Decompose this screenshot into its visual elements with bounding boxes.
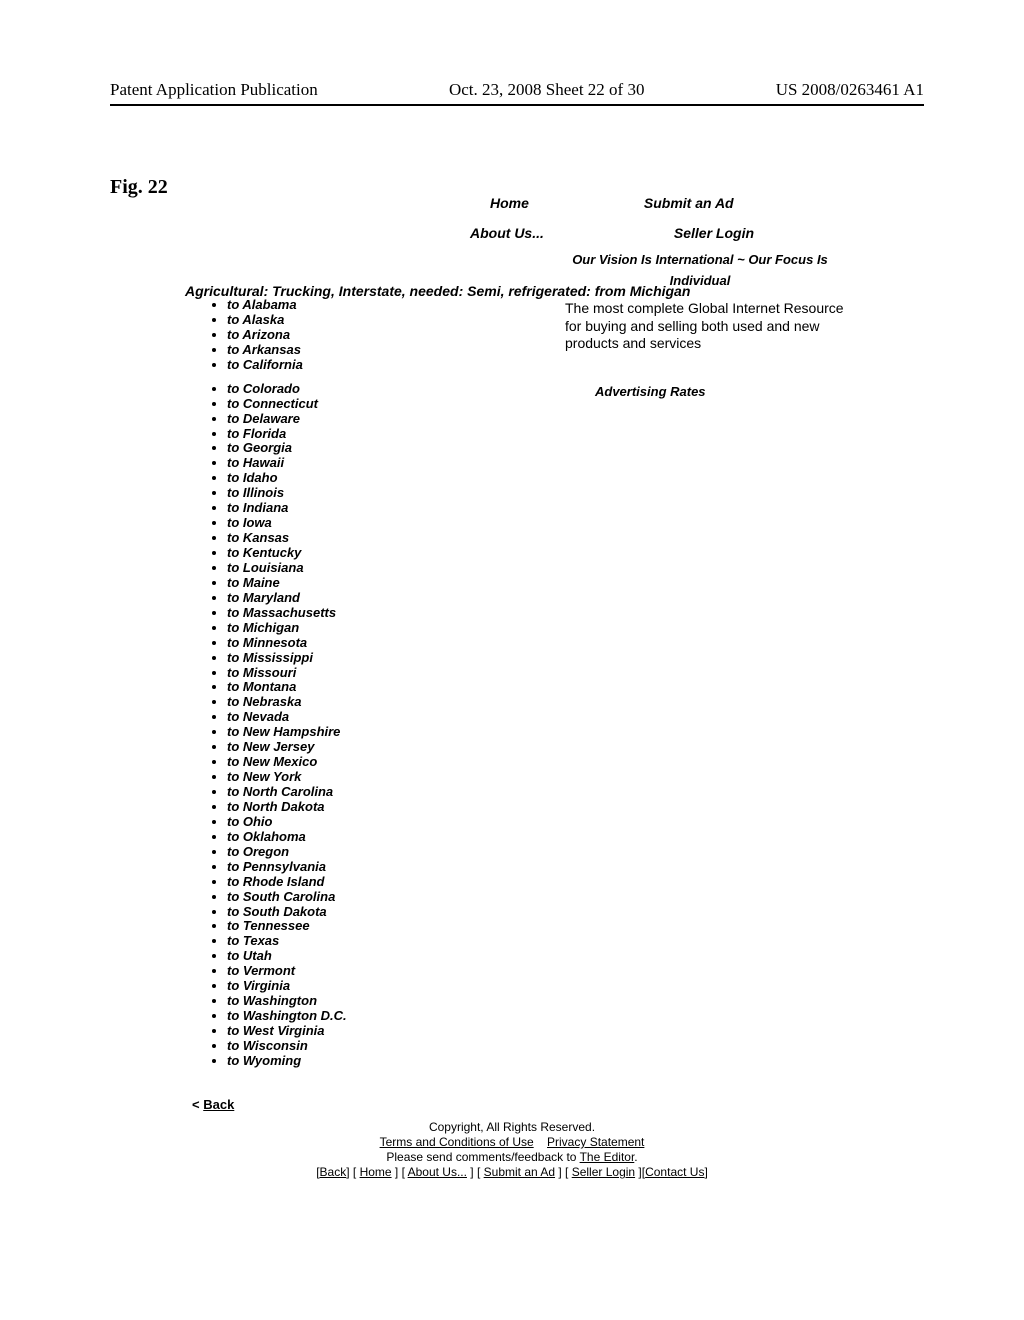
state-list-item[interactable]: to North Dakota [227, 800, 347, 815]
footer-nav-links: [Back] [ Home ] [ About Us... ] [ Submit… [0, 1165, 1024, 1180]
header-patent-number: US 2008/0263461 A1 [776, 80, 924, 100]
state-list-item[interactable]: to Missouri [227, 666, 347, 681]
nav-submit-ad[interactable]: Submit an Ad [644, 195, 734, 211]
state-list-item[interactable]: to Pennsylvania [227, 860, 347, 875]
state-list-item[interactable]: to Colorado [227, 382, 347, 397]
footer-about-link[interactable]: About Us... [408, 1165, 467, 1179]
nav-about-us[interactable]: About Us... [470, 225, 544, 241]
state-list-item[interactable]: to Virginia [227, 979, 347, 994]
state-list-item[interactable]: to Illinois [227, 486, 347, 501]
state-list-item[interactable]: to Wyoming [227, 1054, 347, 1069]
state-list-item[interactable]: to Georgia [227, 441, 347, 456]
nav-top-row: Home Submit an Ad [490, 195, 734, 211]
state-list-item[interactable]: to Wisconsin [227, 1039, 347, 1054]
state-list-item[interactable]: to Texas [227, 934, 347, 949]
state-list-item[interactable]: to Oregon [227, 845, 347, 860]
state-list-item[interactable]: to Delaware [227, 412, 347, 427]
state-list-item[interactable]: to Nevada [227, 710, 347, 725]
header-publication: Patent Application Publication [110, 80, 318, 100]
state-destination-list: to Alabamato Alaskato Arizonato Arkansas… [205, 298, 347, 1069]
state-list-item[interactable]: to Kansas [227, 531, 347, 546]
state-list-item[interactable]: to Rhode Island [227, 875, 347, 890]
state-list-item[interactable]: to North Carolina [227, 785, 347, 800]
nav-second-row: About Us... Seller Login [470, 225, 754, 241]
state-list-item[interactable]: to Nebraska [227, 695, 347, 710]
state-list-item[interactable]: to Iowa [227, 516, 347, 531]
state-list-item[interactable]: to South Carolina [227, 890, 347, 905]
state-list-item[interactable]: to New Jersey [227, 740, 347, 755]
state-list-item[interactable]: to Ohio [227, 815, 347, 830]
state-list-item[interactable]: to Arkansas [227, 343, 347, 358]
chevron-left-icon: < [192, 1097, 200, 1112]
state-list-item[interactable]: to Connecticut [227, 397, 347, 412]
tagline-line1: Our Vision Is International ~ Our Focus … [572, 252, 828, 267]
state-list-item[interactable]: to Vermont [227, 964, 347, 979]
state-list-item[interactable]: to Arizona [227, 328, 347, 343]
state-list-item[interactable]: to Alaska [227, 313, 347, 328]
patent-header: Patent Application Publication Oct. 23, … [110, 80, 924, 106]
state-list-item[interactable]: to Idaho [227, 471, 347, 486]
state-list-item[interactable]: to New Mexico [227, 755, 347, 770]
state-list-item[interactable]: to Michigan [227, 621, 347, 636]
state-list-item[interactable]: to California [227, 358, 347, 373]
state-list-item[interactable]: to Kentucky [227, 546, 347, 561]
state-list-item[interactable]: to Washington D.C. [227, 1009, 347, 1024]
state-list-item[interactable]: to New York [227, 770, 347, 785]
state-list-item[interactable]: to Tennessee [227, 919, 347, 934]
footer-contact-link[interactable]: Contact Us [645, 1165, 704, 1179]
footer-privacy-link[interactable]: Privacy Statement [547, 1135, 644, 1149]
state-list-item[interactable]: to Utah [227, 949, 347, 964]
state-list-item[interactable]: to Florida [227, 427, 347, 442]
advertising-rates-link[interactable]: Advertising Rates [595, 384, 706, 399]
footer-seller-link[interactable]: Seller Login [572, 1165, 635, 1179]
state-list-item[interactable]: to Minnesota [227, 636, 347, 651]
nav-seller-login[interactable]: Seller Login [674, 225, 754, 241]
state-list-item[interactable]: to Oklahoma [227, 830, 347, 845]
state-list-item[interactable]: to Montana [227, 680, 347, 695]
footer-terms-link[interactable]: Terms and Conditions of Use [380, 1135, 534, 1149]
page-footer: Copyright, All Rights Reserved. Terms an… [0, 1120, 1024, 1180]
site-description: The most complete Global Internet Resour… [565, 300, 845, 353]
state-list-item[interactable]: to Hawaii [227, 456, 347, 471]
state-list-item[interactable]: to Maine [227, 576, 347, 591]
footer-feedback-prefix: Please send comments/feedback to [386, 1150, 579, 1164]
state-list-item[interactable]: to South Dakota [227, 905, 347, 920]
state-list-item[interactable]: to Washington [227, 994, 347, 1009]
back-link[interactable]: < Back [192, 1097, 234, 1112]
state-list-item[interactable]: to Maryland [227, 591, 347, 606]
state-list-item[interactable]: to West Virginia [227, 1024, 347, 1039]
state-list-item[interactable]: to New Hampshire [227, 725, 347, 740]
state-list-item[interactable]: to Alabama [227, 298, 347, 313]
header-date-sheet: Oct. 23, 2008 Sheet 22 of 30 [449, 80, 644, 100]
footer-submit-link[interactable]: Submit an Ad [484, 1165, 555, 1179]
nav-home[interactable]: Home [490, 195, 529, 211]
footer-back-link[interactable]: Back [320, 1165, 347, 1179]
footer-editor-link[interactable]: The Editor [580, 1150, 635, 1164]
state-list-item[interactable]: to Louisiana [227, 561, 347, 576]
state-list-item[interactable]: to Massachusetts [227, 606, 347, 621]
state-list-item[interactable]: to Mississippi [227, 651, 347, 666]
state-list-item[interactable]: to Indiana [227, 501, 347, 516]
footer-copyright: Copyright, All Rights Reserved. [0, 1120, 1024, 1135]
back-link-label: Back [203, 1097, 234, 1112]
footer-home-link[interactable]: Home [360, 1165, 392, 1179]
